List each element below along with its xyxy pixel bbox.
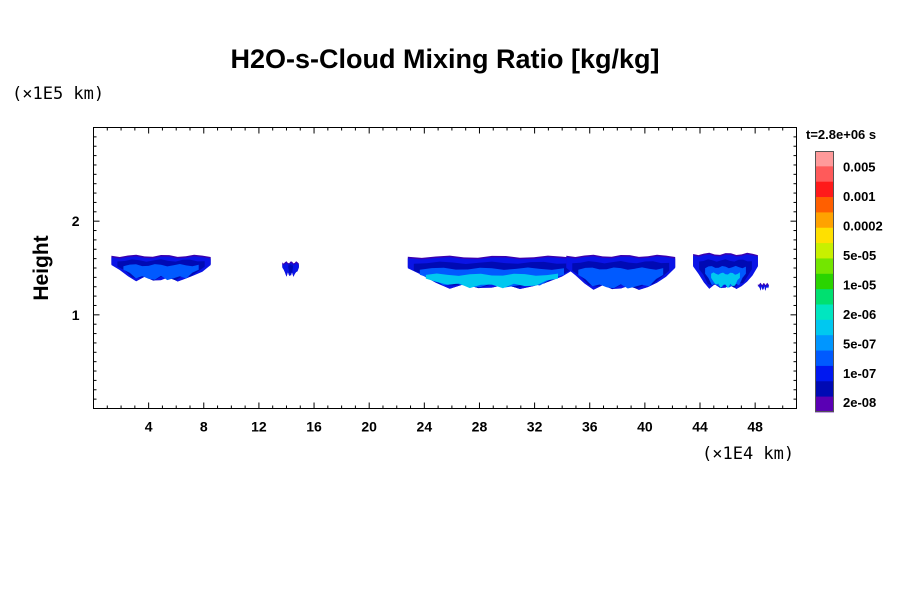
cloud-patch bbox=[282, 261, 299, 277]
cloud-level bbox=[123, 264, 199, 281]
cloud-level bbox=[288, 263, 293, 277]
colorbar-label: 0.005 bbox=[843, 159, 876, 174]
x-tick-label: 36 bbox=[582, 419, 598, 435]
colorbar-segment bbox=[815, 335, 834, 351]
colorbar: 0.005 0.001 0.0002 5e-05 1e-05 2e-06 5e-07 1e-0… bbox=[815, 151, 883, 413]
colorbar-label: 5e-05 bbox=[843, 248, 876, 263]
cloud-patch bbox=[407, 255, 576, 289]
cloud-layer bbox=[111, 252, 769, 291]
y-tick-label: 2 bbox=[72, 213, 80, 229]
colorbar-label: 5e-07 bbox=[843, 336, 876, 351]
colorbar-segment bbox=[815, 396, 834, 413]
colorbar-border bbox=[815, 151, 834, 412]
x-tick-label: 8 bbox=[200, 419, 208, 435]
cloud-band bbox=[757, 284, 769, 291]
cloud-patch bbox=[566, 254, 676, 290]
x-tick-label: 16 bbox=[306, 419, 322, 435]
x-axis-unit-label: (×1E4 km) bbox=[702, 444, 795, 464]
x-tick-label: 20 bbox=[361, 419, 377, 435]
x-tick-label: 12 bbox=[251, 419, 267, 435]
colorbar-segment bbox=[815, 319, 834, 336]
colorbar-segment bbox=[815, 212, 834, 229]
colorbar-segment bbox=[815, 227, 834, 244]
colorbar-segment bbox=[815, 273, 834, 290]
cloud-level bbox=[711, 272, 740, 289]
colorbar-segment bbox=[815, 197, 834, 213]
colorbar-label: 1e-07 bbox=[843, 366, 876, 381]
colorbar-segment bbox=[815, 350, 834, 367]
x-tick-label: 44 bbox=[692, 419, 708, 435]
colorbar-segment bbox=[815, 381, 834, 397]
chart-title: H2O-s-Cloud Mixing Ratio [kg/kg] bbox=[230, 44, 660, 74]
colorbar-label: 1e-05 bbox=[843, 277, 876, 292]
cloud-level bbox=[578, 267, 664, 289]
y-axis-unit-label: (×1E5 km) bbox=[12, 84, 105, 104]
colorbar-label: 2e-06 bbox=[843, 307, 876, 322]
y-tick-label: 1 bbox=[72, 307, 80, 323]
x-tick-label: 4 bbox=[145, 419, 153, 435]
colorbar-segment bbox=[815, 166, 834, 183]
time-label: t=2.8e+06 s bbox=[806, 127, 877, 142]
x-tick-label: 28 bbox=[472, 419, 488, 435]
colorbar-segment bbox=[815, 258, 834, 275]
colorbar-segment bbox=[815, 365, 834, 382]
colorbar-segment bbox=[815, 289, 834, 305]
colorbar-label: 0.001 bbox=[843, 189, 876, 204]
x-tick-label: 32 bbox=[527, 419, 543, 435]
x-tick-label: 24 bbox=[417, 419, 433, 435]
colorbar-label: 0.0002 bbox=[843, 218, 883, 233]
colorbar-label: 2e-08 bbox=[843, 395, 876, 410]
cloud-level bbox=[425, 273, 558, 289]
x-tick-label: 40 bbox=[637, 419, 653, 435]
cloud-patch bbox=[757, 282, 769, 291]
cloud-patch bbox=[111, 254, 211, 282]
cloud-patch bbox=[693, 252, 758, 289]
x-tick-label: 48 bbox=[747, 419, 763, 435]
colorbar-segment bbox=[815, 304, 834, 321]
colorbar-segment bbox=[815, 243, 834, 259]
colorbar-segment bbox=[815, 181, 834, 198]
colorbar-segment bbox=[815, 151, 834, 167]
